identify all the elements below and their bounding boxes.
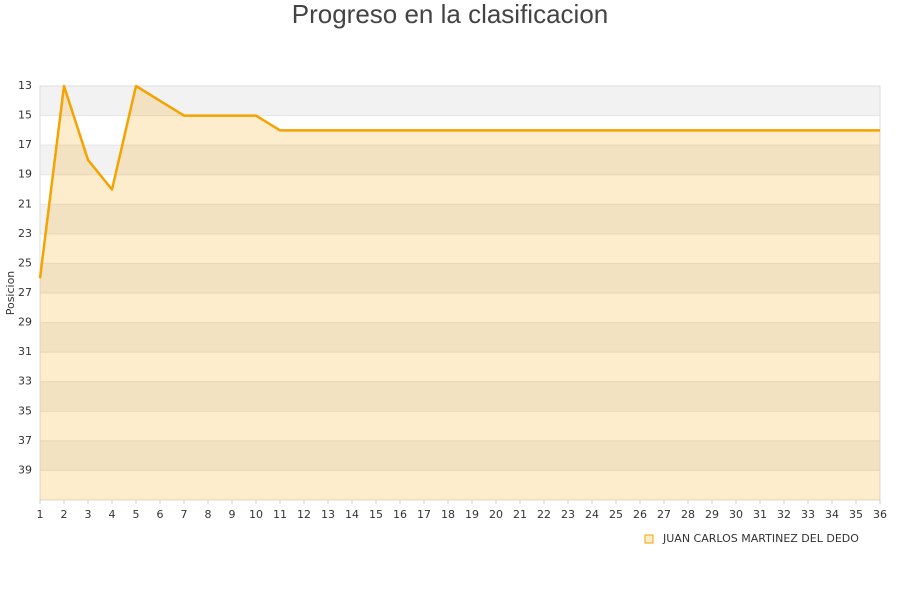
y-tick-label: 19 (18, 168, 32, 181)
plot-band (40, 174, 880, 205)
x-tick-label: 21 (513, 508, 527, 521)
x-tick-label: 23 (561, 508, 575, 521)
y-tick-label: 39 (18, 463, 32, 476)
x-tick-label: 17 (417, 508, 431, 521)
plot-band (40, 204, 880, 234)
area (40, 86, 880, 500)
plot-band (40, 470, 880, 500)
y-tick-label: 35 (18, 404, 32, 417)
y-tick-label: 13 (18, 79, 32, 92)
x-tick-label: 30 (729, 508, 743, 521)
y-tick-label: 37 (18, 434, 32, 447)
plot-band (40, 263, 880, 293)
plot-band (40, 293, 880, 323)
x-tick-label: 9 (229, 508, 236, 521)
x-tick-label: 29 (705, 508, 719, 521)
x-tick-label: 20 (489, 508, 503, 521)
x-tick-label: 8 (205, 508, 212, 521)
x-tick-label: 3 (85, 508, 92, 521)
x-tick-label: 2 (61, 508, 68, 521)
y-tick-label: 15 (18, 109, 32, 122)
y-tick-label: 27 (18, 286, 32, 299)
y-tick-label: 17 (18, 138, 32, 151)
x-tick-label: 24 (585, 508, 599, 521)
legend-swatch (644, 534, 654, 544)
x-tick-label: 10 (249, 508, 263, 521)
x-tick-label: 6 (157, 508, 164, 521)
legend-label: JUAN CARLOS MARTINEZ DEL DEDO (662, 532, 859, 545)
x-tick-label: 25 (609, 508, 623, 521)
x-tick-label: 18 (441, 508, 455, 521)
x-tick-label: 16 (393, 508, 407, 521)
x-tick-label: 5 (133, 508, 140, 521)
x-tick-label: 26 (633, 508, 647, 521)
y-tick-label: 31 (18, 345, 32, 358)
y-tick-label: 21 (18, 197, 32, 210)
y-tick-label: 23 (18, 227, 32, 240)
plot-border (39, 85, 881, 501)
plot-band (40, 440, 880, 471)
x-tick-label: 27 (657, 508, 671, 521)
x-tick-label: 4 (109, 508, 116, 521)
chart-title: Progreso en la clasificacion (292, 0, 609, 29)
x-tick-label: 33 (801, 508, 815, 521)
x-tick-label: 19 (465, 508, 479, 521)
x-tick-label: 14 (345, 508, 359, 521)
y-axis-label: Posicion (4, 271, 17, 316)
x-tick-label: 32 (777, 508, 791, 521)
x-tick-label: 34 (825, 508, 839, 521)
x-tick-label: 1 (37, 508, 44, 521)
line (38, 84, 880, 279)
plot-band (40, 411, 880, 441)
x-tick-label: 28 (681, 508, 695, 521)
y-tick-label: 29 (18, 316, 32, 329)
x-tick-label: 36 (873, 508, 887, 521)
x-tick-label: 22 (537, 508, 551, 521)
y-tick-label: 25 (18, 256, 32, 269)
plot-band (40, 233, 880, 264)
x-tick-label: 7 (181, 508, 188, 521)
x-tick-label: 13 (321, 508, 335, 521)
x-tick-label: 11 (273, 508, 287, 521)
x-tick-label: 12 (297, 508, 311, 521)
x-tick-label: 31 (753, 508, 767, 521)
plot-band (40, 145, 880, 175)
x-tick-label: 35 (849, 508, 863, 521)
plot-band (40, 322, 880, 353)
plot-band (40, 381, 880, 412)
plot-band (40, 352, 880, 382)
plot-band (40, 86, 880, 116)
x-tick-label: 15 (369, 508, 383, 521)
y-tick-label: 33 (18, 375, 32, 388)
